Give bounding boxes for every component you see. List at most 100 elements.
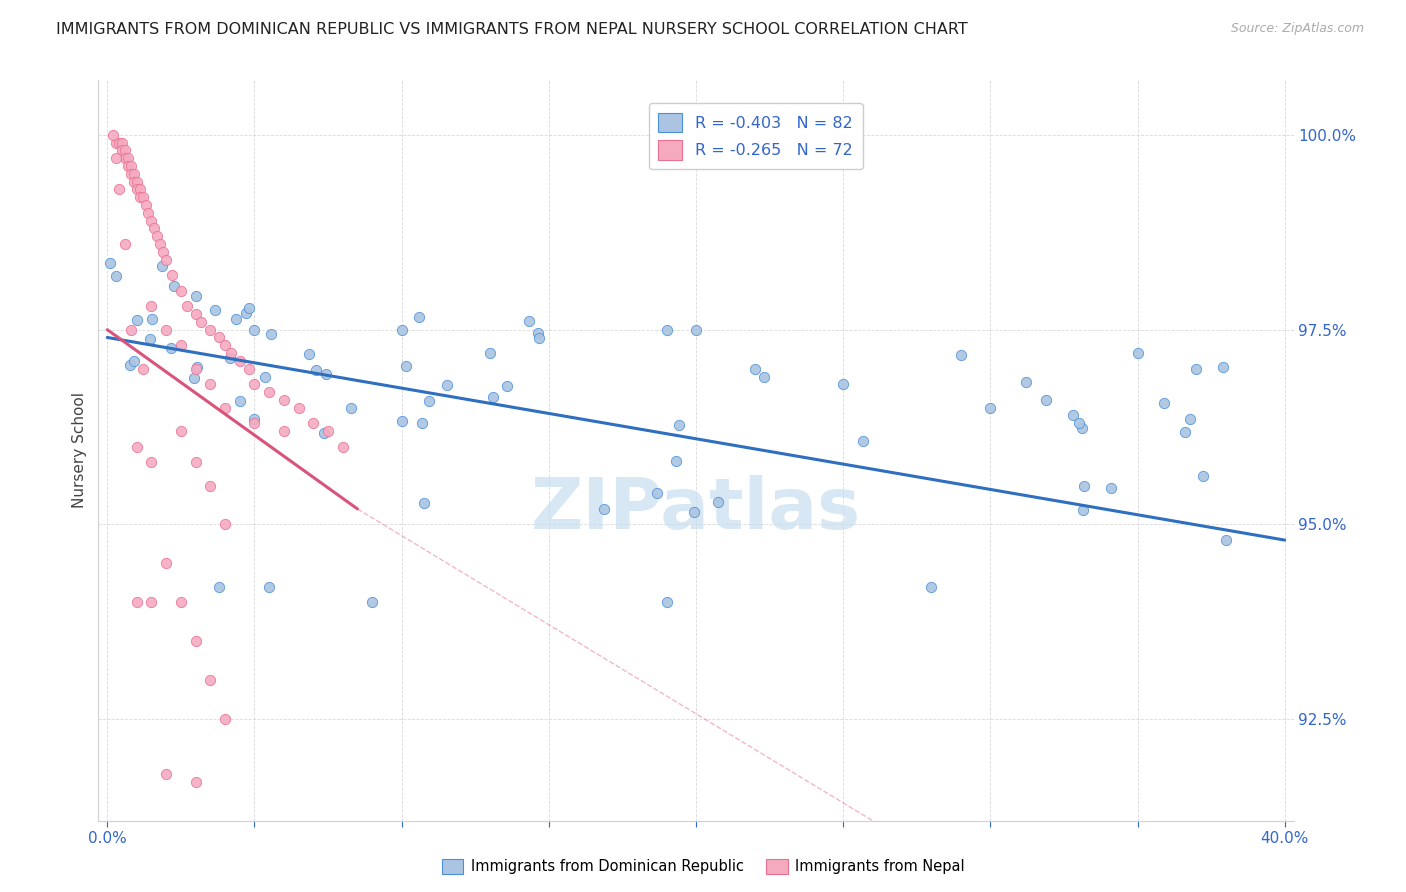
- Point: [134, 198, 156, 212]
- Point: [832, 377, 855, 392]
- Point: [665, 454, 688, 468]
- Point: [141, 595, 163, 609]
- Point: [312, 425, 335, 440]
- Point: [125, 182, 148, 196]
- Point: [391, 323, 413, 337]
- Point: [208, 330, 231, 344]
- Point: [143, 221, 166, 235]
- Point: [707, 495, 730, 509]
- Point: [155, 557, 177, 571]
- Point: [526, 326, 548, 341]
- Point: [170, 338, 193, 352]
- Point: [122, 354, 145, 368]
- Point: [1178, 412, 1201, 426]
- Point: [257, 384, 280, 399]
- Point: [184, 634, 207, 648]
- Point: [235, 306, 257, 320]
- Point: [186, 359, 208, 374]
- Point: [1192, 469, 1215, 483]
- Point: [114, 236, 136, 251]
- Point: [122, 175, 145, 189]
- Point: [1185, 361, 1208, 376]
- Point: [218, 351, 240, 365]
- Point: [527, 331, 550, 345]
- Point: [105, 151, 128, 165]
- Point: [163, 279, 186, 293]
- Point: [273, 392, 295, 407]
- Point: [170, 424, 193, 438]
- Point: [152, 244, 174, 259]
- Point: [170, 595, 193, 609]
- Point: [1126, 346, 1149, 360]
- Point: [104, 269, 127, 284]
- Point: [219, 346, 242, 360]
- Point: [184, 289, 207, 303]
- Point: [122, 167, 145, 181]
- Point: [139, 332, 162, 346]
- Point: [238, 361, 260, 376]
- Point: [141, 213, 163, 227]
- Point: [114, 144, 136, 158]
- Point: [496, 378, 519, 392]
- Point: [125, 175, 148, 189]
- Point: [253, 370, 276, 384]
- Point: [128, 182, 150, 196]
- Point: [160, 268, 183, 282]
- Point: [517, 314, 540, 328]
- Point: [155, 767, 177, 781]
- Point: [395, 359, 418, 373]
- Point: [208, 580, 231, 594]
- Point: [149, 236, 172, 251]
- Point: [242, 412, 264, 426]
- Legend: Immigrants from Dominican Republic, Immigrants from Nepal: Immigrants from Dominican Republic, Immi…: [436, 853, 970, 880]
- Point: [1071, 421, 1094, 435]
- Point: [316, 424, 339, 438]
- Point: [1073, 479, 1095, 493]
- Point: [141, 455, 163, 469]
- Point: [141, 299, 163, 313]
- Point: [1212, 359, 1234, 374]
- Point: [184, 361, 207, 376]
- Point: [225, 312, 247, 326]
- Point: [146, 229, 169, 244]
- Point: [105, 136, 128, 150]
- Point: [184, 455, 207, 469]
- Point: [214, 401, 236, 415]
- Point: [214, 712, 236, 726]
- Point: [128, 190, 150, 204]
- Point: [238, 301, 260, 315]
- Point: [305, 363, 328, 377]
- Point: [668, 418, 690, 433]
- Point: [1099, 481, 1122, 495]
- Point: [155, 252, 177, 267]
- Y-axis label: Nursery School: Nursery School: [72, 392, 87, 508]
- Point: [1035, 393, 1057, 408]
- Point: [436, 377, 458, 392]
- Point: [482, 390, 505, 404]
- Point: [125, 440, 148, 454]
- Point: [1067, 416, 1090, 430]
- Point: [108, 182, 131, 196]
- Point: [243, 323, 266, 337]
- Point: [744, 361, 766, 376]
- Point: [184, 307, 207, 321]
- Point: [111, 136, 134, 150]
- Point: [1215, 533, 1237, 547]
- Point: [302, 416, 325, 430]
- Point: [228, 354, 250, 368]
- Point: [1062, 408, 1084, 422]
- Point: [190, 315, 212, 329]
- Point: [949, 348, 972, 362]
- Point: [332, 440, 354, 454]
- Point: [120, 323, 142, 337]
- Point: [647, 486, 669, 500]
- Point: [200, 673, 222, 688]
- Point: [120, 159, 142, 173]
- Point: [243, 377, 266, 392]
- Point: [228, 393, 250, 408]
- Point: [117, 159, 139, 173]
- Point: [413, 496, 436, 510]
- Point: [131, 361, 153, 376]
- Point: [298, 346, 321, 360]
- Point: [655, 595, 678, 609]
